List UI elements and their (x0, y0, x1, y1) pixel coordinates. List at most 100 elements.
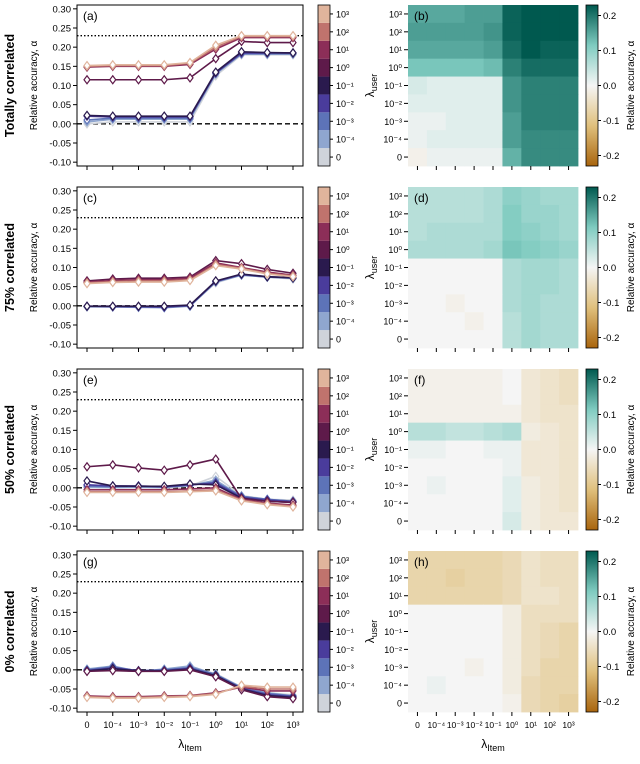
colorbar-tick-label: 0.2 (603, 375, 616, 386)
heatmap-cell (445, 204, 466, 224)
heatmap-cell (464, 386, 484, 406)
heatmap-cell (502, 204, 522, 224)
legend-frame (317, 550, 331, 713)
heatmap-cell (521, 22, 541, 42)
heatmap-cell (483, 130, 503, 149)
data-point-marker (134, 59, 143, 70)
heatmap-cell (483, 586, 503, 606)
legend-tick-label: 10¹ (336, 409, 349, 419)
heatmap-cell (521, 622, 541, 641)
data-point-marker (109, 74, 117, 85)
heatmap-cell (502, 440, 522, 459)
data-point-marker (186, 664, 194, 675)
panel-label: (c) (83, 191, 97, 205)
data-point-marker (160, 487, 168, 498)
heatmap-cell (445, 112, 466, 131)
heatmap-cell (426, 586, 447, 606)
heatmap-cell (408, 330, 428, 349)
heatmap-cell (426, 204, 447, 224)
legend-swatch (318, 369, 330, 387)
heatmap-cell (521, 476, 541, 495)
legend-tick-label: 10³ (336, 373, 349, 383)
heat-y-tick-label: 10⁻¹ (384, 445, 402, 455)
heatmap-cell (426, 222, 447, 242)
data-point-marker (289, 693, 297, 704)
heatmap-cell (502, 458, 522, 477)
heatmap-cell (445, 187, 466, 206)
legend-swatch (318, 640, 330, 659)
y-tick-label: 0.05 (53, 100, 72, 111)
data-point-marker (263, 30, 271, 41)
colorbar-tick-label: -0.1 (603, 116, 619, 127)
heatmap-cell (540, 130, 560, 149)
heatmap-cell (540, 369, 560, 388)
heatmap-cell (559, 386, 579, 406)
heatmap-cell (521, 276, 541, 295)
heatmap-cell (559, 694, 579, 713)
legend-swatch (318, 204, 330, 223)
heatmap-cell (521, 40, 541, 60)
figure-layer: Totally correlated-0.10-0.050.000.050.10… (3, 4, 637, 753)
data-point-marker (160, 666, 168, 677)
heatmap-cell (464, 330, 484, 349)
heatmap-cell (483, 240, 503, 259)
legend-tick-label: 0 (336, 699, 341, 709)
heatmap-cell (559, 640, 579, 659)
y-tick-label: 0.15 (53, 426, 72, 437)
heat-y-tick-label: 10⁰ (388, 63, 402, 73)
legend-frame (317, 4, 331, 167)
colorbar-tick-label: -0.2 (603, 515, 619, 526)
heatmap-cell (445, 676, 466, 695)
heatmap-cell (445, 312, 466, 331)
heatmap-cell (559, 112, 579, 131)
heatmap-cell (540, 222, 560, 242)
legend-tick-label: 10¹ (336, 45, 349, 55)
legend-tick-label: 0 (336, 335, 341, 345)
heatmap-cell (483, 187, 503, 206)
heatmap-cell (559, 222, 579, 242)
heatmap-cell (483, 604, 503, 623)
heatmap-cell (502, 512, 522, 531)
data-point-marker (186, 57, 194, 68)
heatmap-cell (540, 512, 560, 531)
legend-tick-label: 10⁻¹ (336, 263, 354, 273)
heatmap-cell (464, 204, 484, 224)
heatmap-cell (483, 22, 503, 42)
heatmap-cell (483, 330, 503, 349)
data-point-marker (134, 693, 143, 704)
heatmap: 10³ 10² 10¹ 10⁰ 10⁻¹ 10⁻² 10⁻³ 10⁻⁴ 0 (f) λuser (363, 369, 579, 534)
data-point-marker (263, 47, 271, 58)
legend-swatch (318, 94, 330, 113)
heatmap-cell (483, 622, 503, 641)
y-tick-label: 0.15 (53, 244, 72, 255)
heatmap-cell (502, 640, 522, 659)
legend-swatch (318, 551, 330, 569)
heatmap-cell (426, 676, 447, 695)
heatmap-cell (559, 276, 579, 295)
legend-swatch (318, 294, 330, 313)
heatmap-cell (464, 94, 484, 113)
legend-swatch (318, 148, 330, 166)
y-tick-label: 0.10 (53, 263, 72, 274)
heatmap-cell (464, 130, 484, 149)
colorbar-label: Relative accuracy, α (626, 405, 637, 495)
heat-x-tick-label: 10⁻¹ (485, 720, 502, 730)
data-point-marker (186, 459, 194, 470)
line-chart: -0.10 -0.05 0.00 0.05 0.10 0.15 0.20 0.25 0.30 (g… (29, 550, 304, 716)
heatmap-cell (521, 369, 541, 388)
heatmap-cell (502, 694, 522, 713)
data-point-marker (212, 454, 220, 465)
heatmap-cell (521, 148, 541, 167)
heatmap-cell (502, 276, 522, 295)
heatmap-cell (502, 130, 522, 149)
heatmap-cell (540, 22, 560, 42)
row-label: 0% correlated (3, 591, 17, 673)
legend-tick-label: 10⁰ (336, 245, 350, 255)
heatmap-cell (502, 240, 522, 259)
heatmap-cell (540, 476, 560, 495)
y-tick-label: 0.05 (53, 646, 72, 657)
legend-tick-label: 10² (336, 209, 349, 219)
heat-y-axis-label: λuser (363, 620, 379, 644)
heatmap-cell (483, 658, 503, 677)
heatmap-cell (540, 458, 560, 477)
